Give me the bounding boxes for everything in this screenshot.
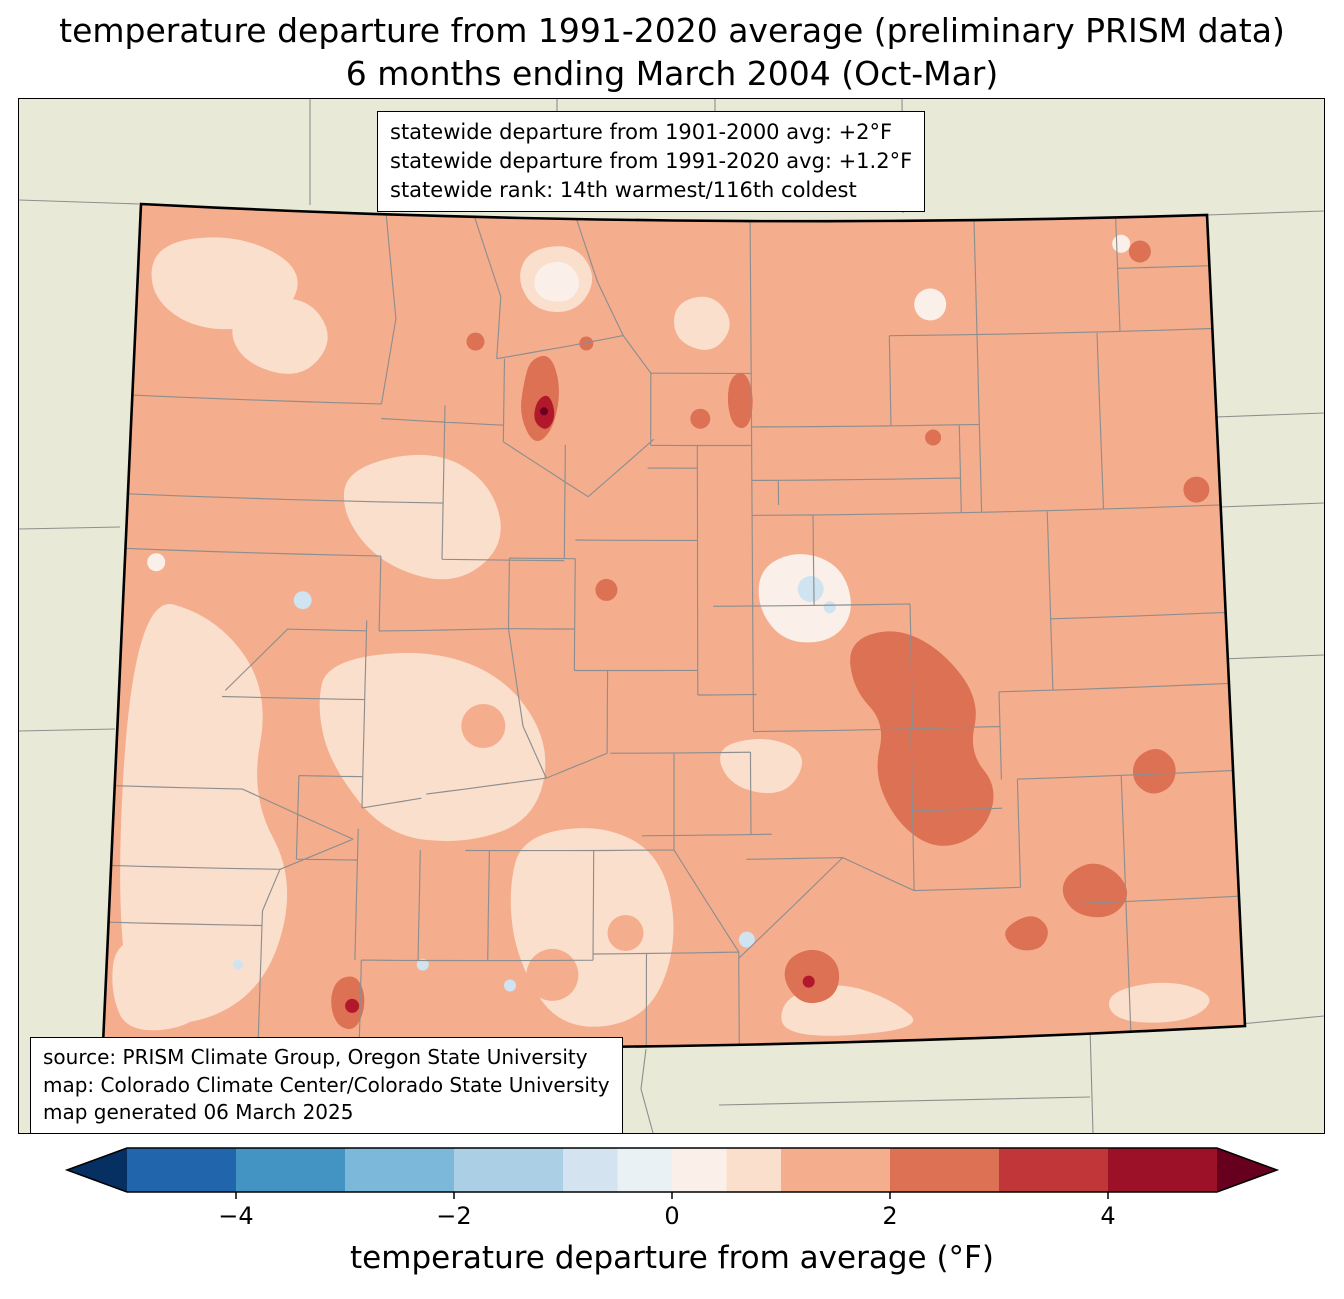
colorbar-segment (345, 1148, 454, 1192)
colorbar-segment (563, 1148, 618, 1192)
map-anomaly-spot (526, 948, 579, 1001)
mild-anomaly-region (1108, 982, 1210, 1023)
map-anomaly-spot (738, 931, 755, 948)
map-anomaly-spot (823, 601, 836, 614)
map-anomaly-spot (1183, 476, 1210, 503)
colorbar-over-arrow (1217, 1148, 1277, 1192)
map-credit-line: map: Colorado Climate Center/Colorado St… (43, 1072, 610, 1097)
colorbar-segment (617, 1148, 672, 1192)
stats-line-1901-2000: statewide departure from 1901-2000 avg: … (390, 120, 893, 144)
mild-anomaly-region (343, 454, 501, 580)
map-anomaly-spot (147, 553, 166, 572)
colorbar-ticks: −4 −2 0 2 4 (0, 1202, 1344, 1234)
colorbar-segment (781, 1148, 890, 1192)
map-anomaly-spot (802, 975, 815, 988)
map-anomaly-spot (293, 591, 312, 610)
figure-title: temperature departure from 1991-2020 ave… (0, 10, 1344, 96)
map-anomaly-spot (266, 707, 319, 760)
colorbar-segment (1108, 1148, 1217, 1192)
map-anomaly-spot (461, 704, 506, 748)
map-anomaly-spot (345, 998, 360, 1013)
colorbar-outline (64, 1147, 1280, 1193)
map-anomaly-spot (797, 576, 824, 602)
colorbar-segment (726, 1148, 781, 1192)
warm-anomaly-region (850, 631, 994, 846)
colorbar-gradient (64, 1147, 1280, 1199)
map-anomaly-spot (690, 408, 711, 429)
colorbar-segment (999, 1148, 1108, 1192)
warm-anomaly-region (784, 949, 840, 1004)
colorbar-tick-label: 2 (882, 1202, 898, 1230)
colorbar-segment (127, 1148, 236, 1192)
colorbar-tick-label: −4 (218, 1202, 254, 1230)
map-anomaly-spot (595, 578, 618, 601)
mild-anomaly-region (120, 604, 288, 1024)
map-anomaly-spot (540, 407, 548, 416)
map-anomaly-spot (1112, 234, 1131, 253)
colorado-temperature-map (19, 99, 1324, 1133)
map-anomaly-spot (914, 288, 947, 321)
colorbar-segment (890, 1148, 999, 1192)
mild-anomaly-region (232, 298, 328, 374)
colorbar-under-arrow (67, 1148, 127, 1192)
map-anomaly-spot (233, 959, 243, 970)
warm-anomaly-region (1132, 748, 1176, 794)
warm-anomaly-region (1005, 916, 1048, 951)
map-anomaly-spot (416, 958, 429, 971)
warm-anomaly-region (727, 373, 753, 429)
title-line-1: temperature departure from 1991-2020 ave… (59, 11, 1285, 50)
mild-anomaly-region (319, 652, 546, 841)
colorbar-tick-label: 0 (664, 1202, 680, 1230)
source-line: source: PRISM Climate Group, Oregon Stat… (43, 1045, 588, 1069)
colorbar (18, 1146, 1323, 1202)
statewide-stats-box: statewide departure from 1901-2000 avg: … (377, 111, 926, 212)
mild-anomaly-region (674, 296, 730, 350)
colorbar-segment (236, 1148, 345, 1192)
map-anomaly-spot (466, 332, 485, 351)
colorbar-tick-label: 4 (1100, 1202, 1116, 1230)
colorbar-label: temperature departure from average (°F) (350, 1240, 994, 1276)
stats-line-rank: statewide rank: 14th warmest/116th colde… (390, 177, 857, 202)
stats-line-1991-2020: statewide departure from 1991-2020 avg: … (390, 148, 913, 173)
map-frame: statewide departure from 1901-2000 avg: … (18, 98, 1325, 1134)
colorbar-tick-label: −2 (436, 1202, 472, 1230)
colorbar-segment (672, 1148, 727, 1192)
colorbar-segment (454, 1148, 563, 1192)
colorado-state-border (101, 202, 1247, 1050)
mild-anomaly-region (112, 933, 220, 1031)
county-boundaries (108, 214, 1239, 1048)
map-anomaly-spot (607, 915, 644, 951)
source-attribution-box: source: PRISM Climate Group, Oregon Stat… (30, 1037, 623, 1134)
state-fill-layers (103, 204, 1245, 1048)
near-normal-region (534, 261, 579, 302)
map-anomaly-spot (1128, 240, 1151, 263)
map-anomaly-spot (925, 429, 942, 446)
generated-date-line: map generated 06 March 2025 (43, 1100, 354, 1125)
map-anomaly-spot (579, 336, 594, 351)
map-anomaly-spot (504, 979, 516, 992)
title-line-2: 6 months ending March 2004 (Oct-Mar) (345, 53, 999, 93)
